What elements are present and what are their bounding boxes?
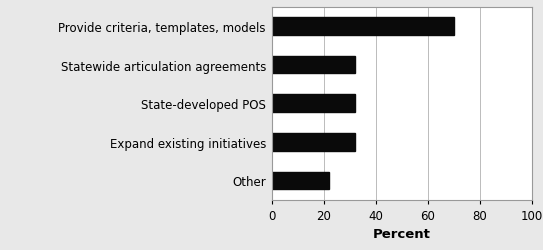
- X-axis label: Percent: Percent: [373, 228, 431, 240]
- Bar: [272, 56, 355, 74]
- Bar: [272, 18, 454, 36]
- Bar: [272, 172, 329, 190]
- Bar: [272, 95, 355, 112]
- Bar: [272, 134, 355, 151]
